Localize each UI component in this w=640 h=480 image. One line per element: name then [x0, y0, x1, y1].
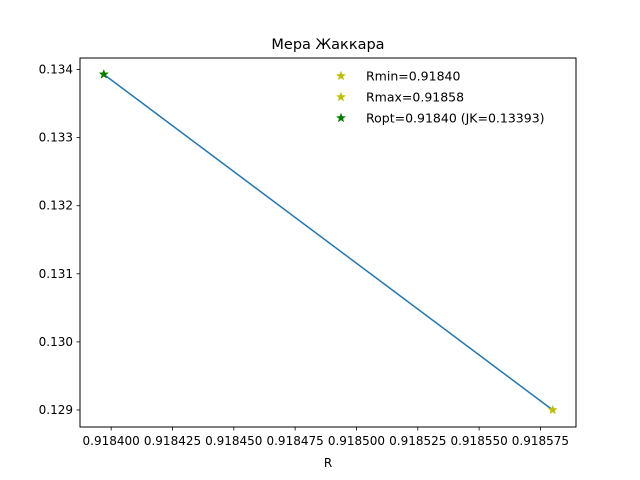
- marker-star-1: [547, 404, 558, 415]
- x-tick-label: 0.918450: [205, 434, 262, 448]
- legend-label: Rmin=0.91840: [366, 69, 460, 84]
- legend-marker: [335, 91, 347, 102]
- x-axis: 0.918400 0.918425 0.918450 0.918475 0.918500…: [83, 427, 569, 448]
- y-tick-label: 0.130: [39, 335, 73, 349]
- x-tick-label: 0.918425: [144, 434, 201, 448]
- y-tick-label: 0.132: [39, 199, 73, 213]
- chart-title: Мера Жаккара: [271, 37, 384, 53]
- x-tick-label: 0.918475: [266, 434, 323, 448]
- x-tick-label: 0.918550: [450, 434, 507, 448]
- legend-label: Ropt=0.91840 (JK=0.13393): [366, 111, 545, 126]
- y-tick-label: 0.129: [39, 403, 73, 417]
- series-line-0: [103, 73, 554, 411]
- legend: Rmin=0.91840 Rmax=0.91858 Ropt=0.91840 (JK…: [335, 69, 545, 126]
- marker-star-2: [98, 69, 109, 79]
- x-tick-label: 0.918575: [512, 434, 569, 448]
- y-tick-label: 0.133: [39, 131, 73, 145]
- axes-frame: [79, 57, 577, 428]
- x-tick-label: 0.918525: [389, 434, 446, 448]
- y-axis: 0.129 0.130 0.131 0.132 0.133 0.134: [39, 63, 80, 417]
- y-tick-label: 0.134: [39, 63, 73, 77]
- x-tick-label: 0.918400: [83, 434, 140, 448]
- legend-marker: [335, 112, 347, 123]
- plot-area: [98, 69, 558, 415]
- x-tick-label: 0.918500: [328, 434, 385, 448]
- y-tick-label: 0.131: [39, 267, 73, 281]
- legend-label: Rmax=0.91858: [366, 90, 464, 105]
- x-axis-label: R: [324, 456, 332, 470]
- legend-marker: [335, 70, 347, 81]
